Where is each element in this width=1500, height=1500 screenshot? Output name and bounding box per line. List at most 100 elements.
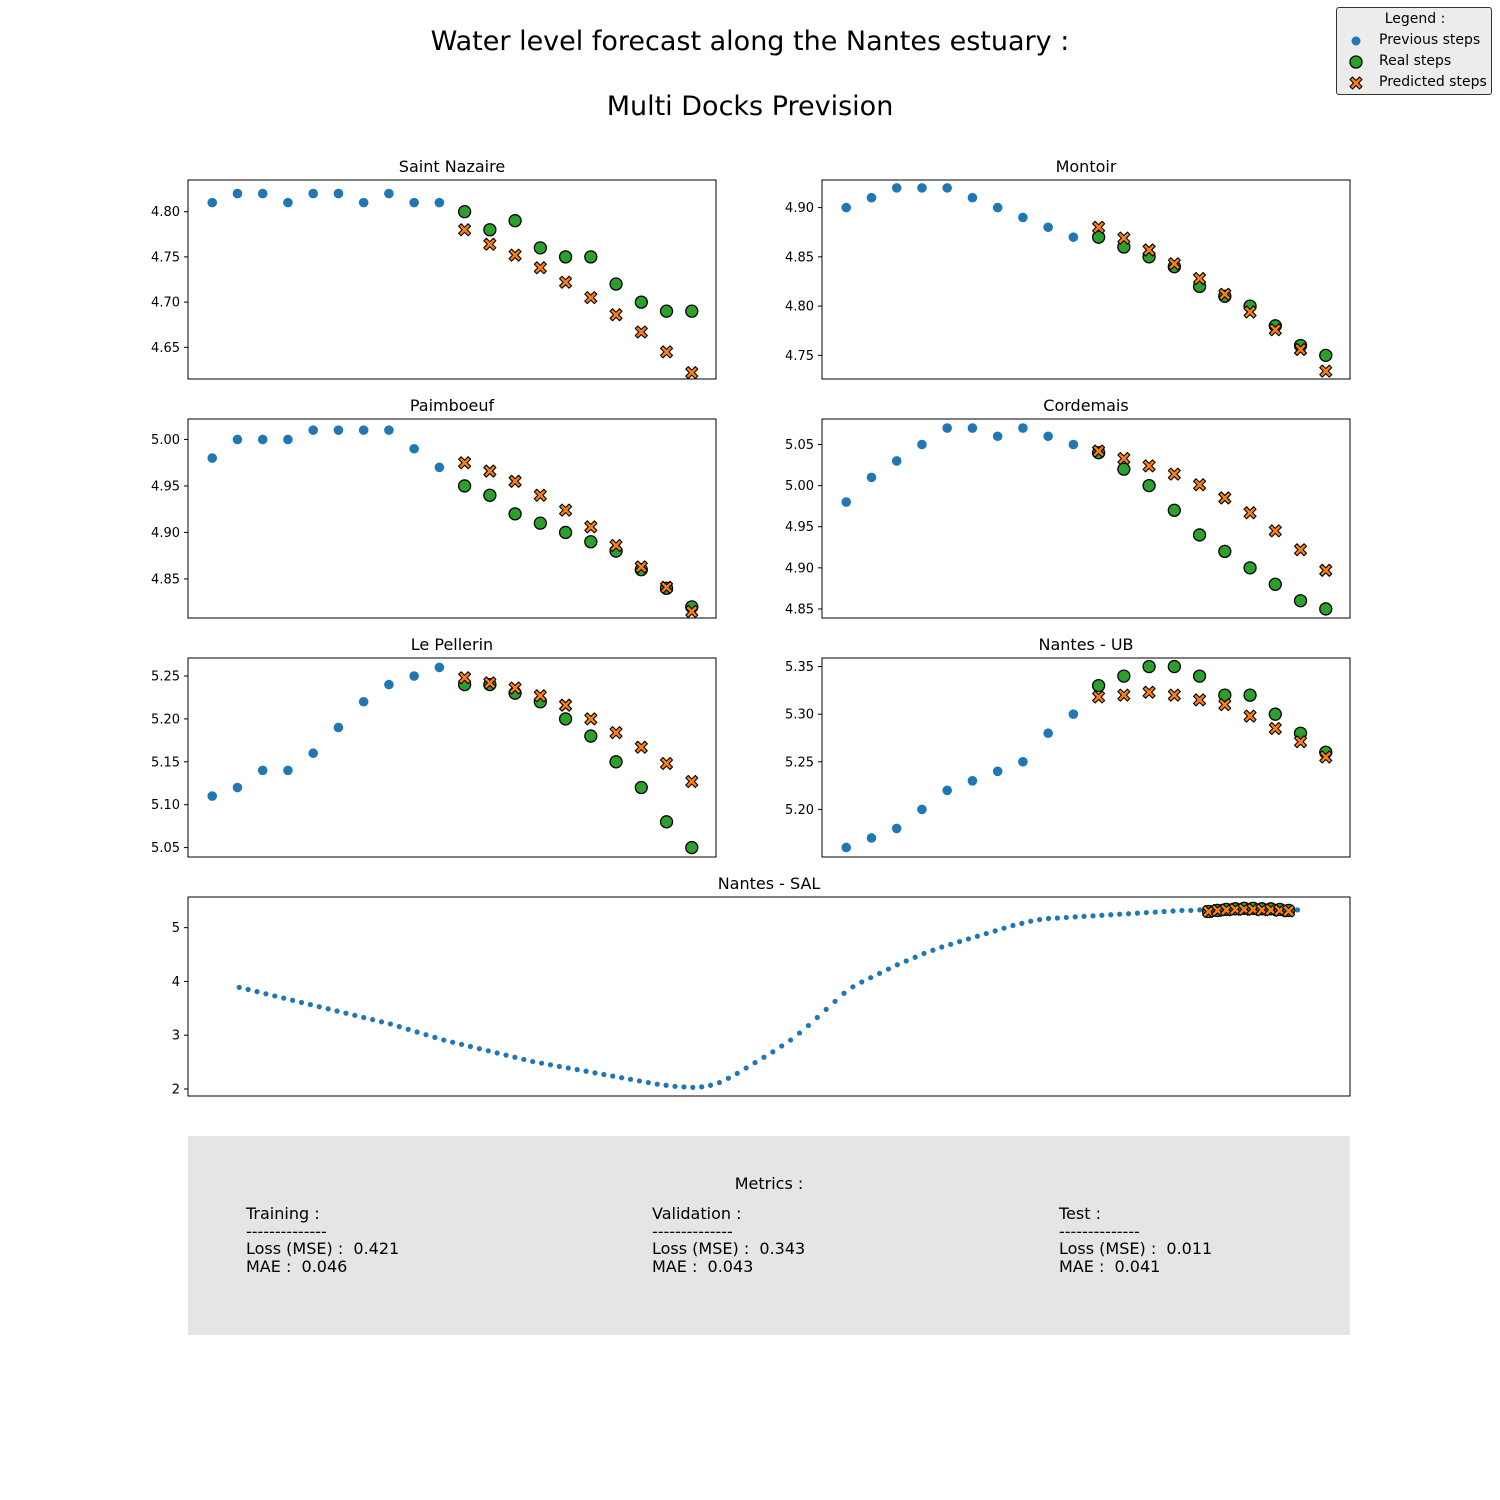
y-tick-label-paimboeuf: 4.85 <box>151 572 180 587</box>
previous-point-le-pellerin <box>283 765 293 776</box>
predicted-point-cordemais <box>1092 444 1106 458</box>
previous-point-nantes-sal <box>281 995 287 1001</box>
plot-frame-le-pellerin <box>187 657 717 858</box>
previous-point-nantes-sal <box>236 984 242 990</box>
y-tick-label-nantes-ub: 5.25 <box>785 755 814 770</box>
test-mae: MAE : 0.041 <box>1059 1256 1161 1276</box>
real-point-montoir <box>1091 230 1106 244</box>
previous-point-nantes-sal <box>1125 911 1132 917</box>
previous-point-saint-nazaire <box>434 197 445 208</box>
previous-point-nantes-sal <box>521 1056 527 1063</box>
previous-point-montoir <box>891 183 902 193</box>
previous-point-nantes-sal <box>868 975 874 981</box>
metrics-test: Test : -------------- Loss (MSE) : 0.011… <box>1059 1205 1212 1275</box>
predicted-point-cordemais <box>1319 563 1333 577</box>
real-point-nantes-ub <box>1218 688 1232 702</box>
y-tick-label-le-pellerin: 5.05 <box>151 841 180 856</box>
previous-point-montoir <box>841 202 852 213</box>
previous-point-nantes-sal <box>832 998 838 1004</box>
previous-point-nantes-sal <box>1090 913 1096 919</box>
previous-point-nantes-sal <box>699 1084 705 1090</box>
previous-point-montoir <box>942 183 952 193</box>
y-tick-label-montoir: 4.85 <box>785 250 814 265</box>
previous-point-le-pellerin <box>384 679 394 690</box>
predicted-point-saint-nazaire <box>659 345 674 359</box>
previous-point-nantes-sal <box>298 999 305 1006</box>
test-separator: -------------- <box>1059 1221 1140 1241</box>
real-point-cordemais <box>1218 544 1232 559</box>
legend: Legend : Previous steps Real steps Predi… <box>1336 7 1492 95</box>
previous-point-nantes-sal <box>485 1048 491 1054</box>
predicted-point-nantes-ub <box>1319 750 1333 764</box>
predicted-point-montoir <box>1142 243 1156 257</box>
predicted-point-paimboeuf <box>685 604 699 619</box>
previous-point-paimboeuf <box>283 434 293 445</box>
y-tick-label-cordemais: 5.05 <box>785 438 814 453</box>
previous-point-nantes-sal <box>334 1008 340 1014</box>
previous-point-paimboeuf <box>207 453 218 463</box>
previous-point-nantes-sal <box>1117 911 1123 917</box>
figure-title: Water level forecast along the Nantes es… <box>430 26 1070 57</box>
y-tick-label-cordemais: 5.00 <box>785 479 814 494</box>
previous-point-nantes-sal <box>974 933 980 939</box>
previous-point-cordemais <box>1043 431 1053 442</box>
y-tick-label-saint-nazaire: 4.80 <box>151 205 180 220</box>
real-point-cordemais <box>1142 478 1156 493</box>
real-point-saint-nazaire <box>659 304 674 318</box>
previous-point-le-pellerin <box>358 696 369 707</box>
previous-point-nantes-sal <box>619 1075 625 1081</box>
predicted-point-le-pellerin <box>584 712 598 726</box>
previous-point-nantes-sal <box>1294 907 1301 913</box>
predicted-point-nantes-ub <box>1218 698 1232 712</box>
previous-point-nantes-sal <box>779 1043 785 1049</box>
training-mae: MAE : 0.046 <box>246 1256 348 1276</box>
previous-point-nantes-sal <box>690 1084 696 1090</box>
metrics-title: Metrics : <box>734 1174 804 1193</box>
predicted-point-paimboeuf <box>584 520 598 534</box>
previous-point-nantes-sal <box>1001 925 1007 931</box>
previous-point-nantes-sal <box>672 1083 678 1089</box>
previous-point-nantes-sal <box>325 1006 331 1012</box>
predicted-point-nantes-ub <box>1193 693 1207 707</box>
predicted-point-le-pellerin <box>508 681 522 695</box>
previous-point-nantes-sal <box>1134 910 1141 916</box>
previous-point-nantes-sal <box>583 1068 589 1074</box>
previous-point-nantes-sal <box>1143 909 1149 916</box>
previous-point-paimboeuf <box>308 425 318 435</box>
panel-nantes-sal: Nantes - SAL 2 3 4 5 <box>172 874 1351 1098</box>
panel-paimboeuf: Paimboeuf 4.85 4.90 4.95 5.00 <box>151 396 717 619</box>
panel-title-paimboeuf: Paimboeuf <box>410 396 495 415</box>
previous-point-nantes-sal <box>467 1043 474 1050</box>
previous-point-nantes-sal <box>1099 912 1105 918</box>
previous-point-paimboeuf <box>333 425 344 435</box>
previous-point-nantes-sal <box>1054 915 1061 921</box>
predicted-point-cordemais <box>1218 491 1232 505</box>
panel-title-nantes-ub: Nantes - UB <box>1039 635 1134 654</box>
previous-point-nantes-sal <box>716 1079 723 1086</box>
y-tick-label-nantes-sal: 5 <box>172 921 180 936</box>
previous-point-nantes-sal <box>788 1037 794 1043</box>
predicted-point-nantes-ub <box>1117 688 1131 702</box>
previous-point-le-pellerin <box>409 671 419 681</box>
predicted-point-nantes-sal <box>1282 904 1296 918</box>
previous-point-nantes-sal <box>601 1071 607 1078</box>
predicted-point-montoir <box>1092 220 1106 234</box>
predicted-point-nantes-ub <box>1167 688 1181 702</box>
previous-point-nantes-sal <box>1045 915 1052 922</box>
previous-point-nantes-ub <box>891 823 902 834</box>
previous-point-nantes-sal <box>956 939 963 945</box>
previous-point-nantes-sal <box>841 990 847 996</box>
predicted-point-saint-nazaire <box>508 248 522 262</box>
previous-point-nantes-sal <box>814 1014 820 1021</box>
previous-point-nantes-sal <box>645 1079 651 1086</box>
previous-point-le-pellerin <box>434 662 445 673</box>
previous-point-le-pellerin <box>308 748 318 759</box>
predicted-point-cordemais <box>1142 459 1156 473</box>
predicted-point-paimboeuf <box>559 503 573 517</box>
previous-point-nantes-sal <box>396 1024 402 1030</box>
real-point-nantes-ub <box>1243 688 1257 702</box>
previous-point-nantes-sal <box>574 1067 580 1073</box>
previous-point-nantes-sal <box>983 930 989 937</box>
previous-point-nantes-sal <box>1152 909 1158 915</box>
legend-item-real: Real steps <box>1347 52 1451 70</box>
